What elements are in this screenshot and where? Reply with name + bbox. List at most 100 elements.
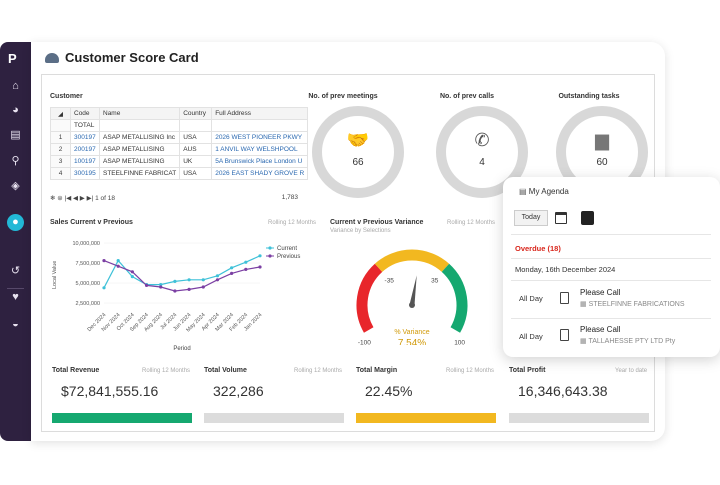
handshake-icon: 🤝 [346,130,370,150]
data-point-previous [144,283,149,287]
variance-subtitle: Rolling 12 Months [447,220,496,226]
sidebar-divider [7,288,24,289]
x-axis-label: Period [173,346,190,352]
event-title[interactable]: Please Call [580,325,621,334]
gauge-needle [409,275,417,306]
col-name[interactable]: Name [98,107,181,120]
dashboard-icon[interactable]: ◒ [12,318,19,330]
data-point-previous [116,264,120,268]
kpi-calls-title: No. of prev calls [439,93,495,100]
total-volume-value: 322,286 [213,383,264,399]
total-revenue-label: Total Revenue [52,367,100,374]
data-point-current [244,260,248,264]
agenda-title: My Agenda [528,187,569,196]
data-point-current [215,274,220,278]
kpi-calls-value: 4 [479,157,485,168]
series-line-current [103,255,261,289]
scorecard-window: Customer Score Card Customer ◢ Code Name… [31,42,665,441]
gauge-label: % Variance [394,329,429,336]
page-title: Customer Score Card [65,50,199,65]
data-point-current [130,275,134,279]
variance-gauge: -100 -35 35 100 % Variance 7.54% [356,249,468,346]
gauge-tick-label: -100 [358,340,371,346]
event-title[interactable]: Please Call [580,288,621,297]
pager-controls-icon[interactable]: ❄ ⊜ |◀ ◀ ▶ ▶| [50,195,94,202]
total-label: TOTAL [70,119,100,132]
sort-icon[interactable]: ◢ [50,107,71,120]
gauge-tick-label: -35 [385,278,395,285]
sales-line-chart: 10,000,000 7,500,000 5,000,000 2,500,000 Loc… [52,241,300,352]
total-margin-label: Total Margin [356,367,398,374]
data-point-previous [187,287,191,291]
agenda-header: ▤ My Agenda [519,187,569,196]
variance-title: Current v Previous Variance [330,219,424,226]
clipboard-icon [560,292,569,304]
col-code[interactable]: Code [70,107,100,120]
data-point-current [102,286,106,290]
table-row[interactable]: 2 200197 ASAP METALLISING AUS 1 ANVIL WA… [50,143,309,156]
data-point-previous [215,278,220,282]
pie-chart-icon[interactable]: ◕ [12,104,19,116]
lookup-icon[interactable]: ⚲ [11,155,20,167]
legend-label: Current [277,246,297,252]
total-revenue-value: $72,841,555.16 [61,383,159,399]
total-volume-sub: Rolling 12 Months [294,368,343,374]
total-volume-label: Total Volume [204,367,247,374]
phone-icon: ✆ [474,130,490,150]
variance-selection-note: Variance by Selections [330,228,391,234]
customer-table: ◢ Code Name Country Full Address TOTAL 1… [50,107,309,180]
gauge-tick-label: 35 [431,278,439,285]
overdue-link[interactable]: Overdue (18) [515,244,561,253]
y-tick-label: 7,500,000 [76,261,100,267]
table-pager: ❄ ⊜ |◀ ◀ ▶ ▶| 1 of 18 1,783 [50,194,298,202]
col-address[interactable]: Full Address [211,107,309,120]
y-tick-label: 2,500,000 [76,301,100,307]
customer-label: Customer [50,93,83,100]
agenda-divider [511,280,711,281]
building-icon: ▦ [580,301,589,308]
total-volume-bar [204,413,344,423]
sidebar: P ⌂ ◕ ▤ ⚲ ◈ ● ↺ ♥ ◒ [0,42,31,441]
agenda-panel: ▤ My Agenda Today Overdue (18) Monday, 1… [503,177,720,357]
table-row[interactable]: 4 300195 STEELFINNE FABRICAT USA 2026 EA… [50,167,309,180]
data-point-previous [102,259,106,263]
total-row-index [50,119,71,132]
kpi-tasks-title: Outstanding tasks [558,93,620,100]
table-row[interactable]: 1 300197 ASAP METALLISING Inc USA 2026 W… [50,131,309,144]
agenda-divider [511,258,711,259]
gauge-mid-band [374,249,450,273]
series-line-previous [103,260,261,292]
report-icon[interactable]: ▤ [10,129,21,141]
col-country[interactable]: Country [179,107,213,120]
home-icon[interactable]: ⌂ [12,80,19,92]
sales-subtitle: Rolling 12 Months [268,220,317,226]
event-company: ▦ TALLAHESSE PTY LTD Pty [580,338,676,345]
total-revenue-bar [52,413,192,423]
data-point-previous [173,289,177,293]
kpi-meetings-value: 66 [352,157,364,168]
tag-icon[interactable]: ◈ [11,180,20,192]
total-margin-sub: Rolling 12 Months [446,368,495,374]
contact-card-icon[interactable] [581,211,594,225]
user-icon[interactable]: ● [7,214,24,231]
today-button[interactable]: Today [514,210,548,226]
history-icon[interactable]: ↺ [10,265,21,277]
building-icon: ▦ [580,338,589,345]
total-margin-bar [356,413,496,423]
kpi-meetings-title: No. of prev meetings [308,93,378,100]
gauge-high-band [441,263,468,333]
gauge-low-band [356,263,383,333]
data-point-previous [130,270,134,274]
heart-icon[interactable]: ♥ [12,291,19,303]
agenda-icon: ▤ [519,187,529,196]
total-profit-value: 16,346,643.38 [518,383,608,399]
legend-label: Previous [277,254,300,260]
record-count: 1,783 [281,194,298,201]
calendar-icon[interactable] [555,212,567,224]
table-row[interactable]: 3 100197 ASAP METALLISING UK 5A Brunswic… [50,155,309,168]
data-point-current [258,254,262,258]
kpi-calls-donut: ✆ 4 [436,106,528,198]
agenda-date: Monday, 16th December 2024 [515,265,616,274]
kpi-meetings-donut: 🤝 66 [312,106,404,198]
dashboard-panel: Customer ◢ Code Name Country Full Addres… [41,74,655,432]
